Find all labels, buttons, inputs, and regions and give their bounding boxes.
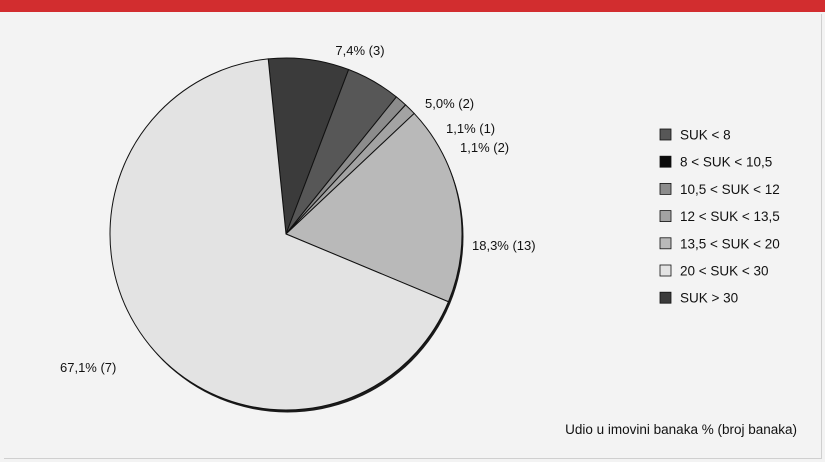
legend-swatch xyxy=(659,291,672,304)
legend: SUK < 8 8 < SUK < 10,5 10,5 < SUK < 12 12 <… xyxy=(659,128,780,306)
header-bar xyxy=(0,0,825,12)
slice-label: 18,3% (13) xyxy=(472,238,536,253)
slice-labels: 5,0% (2) 1,1% (1) 1,1% (2) 18,3% (13) 67,1% … xyxy=(60,43,536,375)
pie-slice xyxy=(109,58,450,411)
legend-label: 13,5 < SUK < 20 xyxy=(680,236,780,251)
legend-label: 10,5 < SUK < 12 xyxy=(680,182,780,197)
pie-slice xyxy=(285,112,463,303)
slice-label: 7,4% (3) xyxy=(335,43,384,58)
chart-note: Udio u imovini banaka % (broj banaka) xyxy=(565,422,797,437)
legend-swatch xyxy=(659,182,672,195)
pie-slices xyxy=(109,57,464,413)
slice-label: 1,1% (1) xyxy=(446,121,495,136)
legend-label: SUK > 30 xyxy=(680,291,738,306)
legend-label: SUK < 8 xyxy=(680,128,731,143)
legend-swatch xyxy=(659,155,672,168)
legend-swatch xyxy=(659,128,672,141)
slice-label: 5,0% (2) xyxy=(425,96,474,111)
slice-label: 67,1% (7) xyxy=(60,360,116,375)
legend-label: 12 < SUK < 13,5 xyxy=(680,209,780,224)
legend-swatch xyxy=(659,210,672,223)
legend-swatch xyxy=(659,237,672,250)
legend-swatch xyxy=(659,264,672,277)
legend-label: 20 < SUK < 30 xyxy=(680,264,769,279)
slice-label: 1,1% (2) xyxy=(460,140,509,155)
legend-label: 8 < SUK < 10,5 xyxy=(680,155,772,170)
